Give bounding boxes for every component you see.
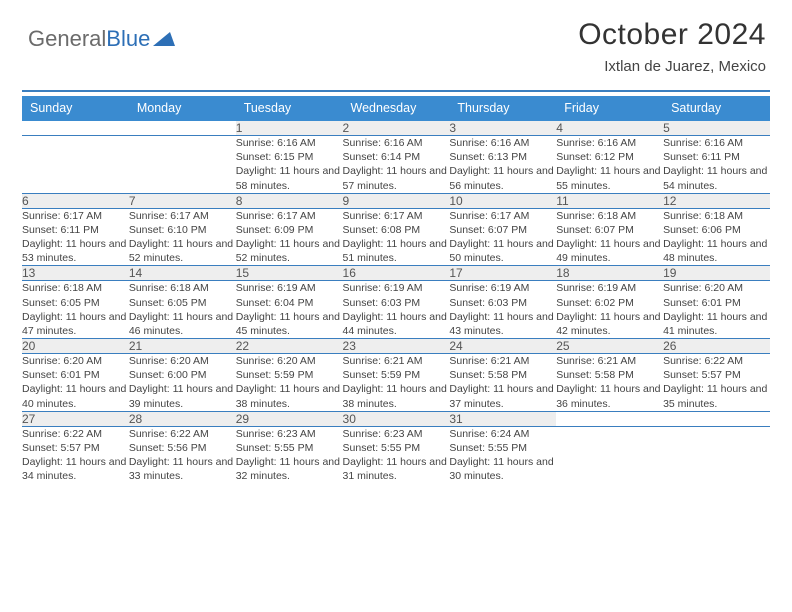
logo-triangle-icon — [153, 26, 175, 52]
day-header: Friday — [556, 96, 663, 121]
day-detail-cell: Sunrise: 6:23 AMSunset: 5:55 PMDaylight:… — [236, 426, 343, 483]
day-detail-cell: Sunrise: 6:19 AMSunset: 6:04 PMDaylight:… — [236, 281, 343, 339]
day-detail-cell: Sunrise: 6:19 AMSunset: 6:03 PMDaylight:… — [449, 281, 556, 339]
day-detail-cell: Sunrise: 6:17 AMSunset: 6:07 PMDaylight:… — [449, 208, 556, 266]
day-detail-cell: Sunrise: 6:17 AMSunset: 6:09 PMDaylight:… — [236, 208, 343, 266]
day-number-cell: 18 — [556, 266, 663, 281]
day-detail-cell: Sunrise: 6:18 AMSunset: 6:06 PMDaylight:… — [663, 208, 770, 266]
day-header: Monday — [129, 96, 236, 121]
day-number-cell: 14 — [129, 266, 236, 281]
day-detail-cell: Sunrise: 6:18 AMSunset: 6:05 PMDaylight:… — [22, 281, 129, 339]
day-detail-cell: Sunrise: 6:19 AMSunset: 6:02 PMDaylight:… — [556, 281, 663, 339]
day-detail-cell: Sunrise: 6:21 AMSunset: 5:58 PMDaylight:… — [556, 354, 663, 412]
location-label: Ixtlan de Juarez, Mexico — [578, 58, 766, 75]
day-number-cell: 12 — [663, 193, 770, 208]
day-number-cell: 26 — [663, 339, 770, 354]
day-number-cell: 16 — [343, 266, 450, 281]
day-number-cell — [663, 411, 770, 426]
day-number-cell — [556, 411, 663, 426]
header: GeneralBlue October 2024 Ixtlan de Juare… — [22, 18, 770, 88]
day-number-cell: 9 — [343, 193, 450, 208]
day-detail-cell: Sunrise: 6:17 AMSunset: 6:08 PMDaylight:… — [343, 208, 450, 266]
day-detail-cell — [129, 136, 236, 194]
day-number-cell: 6 — [22, 193, 129, 208]
day-number-cell: 27 — [22, 411, 129, 426]
day-detail-cell: Sunrise: 6:19 AMSunset: 6:03 PMDaylight:… — [343, 281, 450, 339]
day-number-cell: 17 — [449, 266, 556, 281]
day-detail-cell: Sunrise: 6:16 AMSunset: 6:15 PMDaylight:… — [236, 136, 343, 194]
header-divider — [22, 90, 770, 92]
day-header: Thursday — [449, 96, 556, 121]
day-detail-row: Sunrise: 6:18 AMSunset: 6:05 PMDaylight:… — [22, 281, 770, 339]
day-detail-cell: Sunrise: 6:21 AMSunset: 5:59 PMDaylight:… — [343, 354, 450, 412]
day-header: Wednesday — [343, 96, 450, 121]
day-number-row: 2728293031 — [22, 411, 770, 426]
day-number-cell: 2 — [343, 121, 450, 136]
day-detail-cell: Sunrise: 6:22 AMSunset: 5:57 PMDaylight:… — [663, 354, 770, 412]
day-number-cell: 8 — [236, 193, 343, 208]
calendar-body: 12345 Sunrise: 6:16 AMSunset: 6:15 PMDay… — [22, 121, 770, 483]
day-number-cell: 21 — [129, 339, 236, 354]
day-detail-cell: Sunrise: 6:24 AMSunset: 5:55 PMDaylight:… — [449, 426, 556, 483]
day-header: Saturday — [663, 96, 770, 121]
day-detail-cell: Sunrise: 6:20 AMSunset: 6:01 PMDaylight:… — [663, 281, 770, 339]
day-number-cell: 28 — [129, 411, 236, 426]
brand-part2: Blue — [106, 26, 150, 52]
day-number-cell: 24 — [449, 339, 556, 354]
day-detail-cell: Sunrise: 6:16 AMSunset: 6:14 PMDaylight:… — [343, 136, 450, 194]
month-title: October 2024 — [578, 18, 766, 52]
day-header-row: Sunday Monday Tuesday Wednesday Thursday… — [22, 96, 770, 121]
day-number-cell: 29 — [236, 411, 343, 426]
day-number-cell: 4 — [556, 121, 663, 136]
day-number-row: 12345 — [22, 121, 770, 136]
day-detail-cell: Sunrise: 6:18 AMSunset: 6:05 PMDaylight:… — [129, 281, 236, 339]
day-detail-cell — [22, 136, 129, 194]
day-number-cell: 15 — [236, 266, 343, 281]
day-detail-cell: Sunrise: 6:22 AMSunset: 5:56 PMDaylight:… — [129, 426, 236, 483]
day-number-cell: 10 — [449, 193, 556, 208]
day-number-cell: 25 — [556, 339, 663, 354]
day-detail-row: Sunrise: 6:20 AMSunset: 6:01 PMDaylight:… — [22, 354, 770, 412]
day-header: Sunday — [22, 96, 129, 121]
day-number-cell: 22 — [236, 339, 343, 354]
day-detail-cell: Sunrise: 6:17 AMSunset: 6:11 PMDaylight:… — [22, 208, 129, 266]
day-number-cell — [22, 121, 129, 136]
day-detail-cell: Sunrise: 6:16 AMSunset: 6:12 PMDaylight:… — [556, 136, 663, 194]
day-number-cell: 7 — [129, 193, 236, 208]
calendar-table: Sunday Monday Tuesday Wednesday Thursday… — [22, 96, 770, 483]
day-number-cell: 5 — [663, 121, 770, 136]
day-detail-cell: Sunrise: 6:22 AMSunset: 5:57 PMDaylight:… — [22, 426, 129, 483]
day-detail-cell: Sunrise: 6:20 AMSunset: 5:59 PMDaylight:… — [236, 354, 343, 412]
day-number-row: 6789101112 — [22, 193, 770, 208]
day-detail-cell: Sunrise: 6:16 AMSunset: 6:13 PMDaylight:… — [449, 136, 556, 194]
day-number-cell: 19 — [663, 266, 770, 281]
day-number-row: 20212223242526 — [22, 339, 770, 354]
day-number-cell: 1 — [236, 121, 343, 136]
day-number-cell — [129, 121, 236, 136]
day-detail-cell: Sunrise: 6:20 AMSunset: 6:01 PMDaylight:… — [22, 354, 129, 412]
day-detail-row: Sunrise: 6:22 AMSunset: 5:57 PMDaylight:… — [22, 426, 770, 483]
day-detail-cell: Sunrise: 6:21 AMSunset: 5:58 PMDaylight:… — [449, 354, 556, 412]
day-number-cell: 11 — [556, 193, 663, 208]
day-number-row: 13141516171819 — [22, 266, 770, 281]
day-header: Tuesday — [236, 96, 343, 121]
day-number-cell: 20 — [22, 339, 129, 354]
title-block: October 2024 Ixtlan de Juarez, Mexico — [578, 18, 766, 75]
day-detail-cell: Sunrise: 6:16 AMSunset: 6:11 PMDaylight:… — [663, 136, 770, 194]
day-detail-row: Sunrise: 6:17 AMSunset: 6:11 PMDaylight:… — [22, 208, 770, 266]
day-detail-row: Sunrise: 6:16 AMSunset: 6:15 PMDaylight:… — [22, 136, 770, 194]
day-detail-cell: Sunrise: 6:20 AMSunset: 6:00 PMDaylight:… — [129, 354, 236, 412]
day-number-cell: 31 — [449, 411, 556, 426]
day-detail-cell: Sunrise: 6:23 AMSunset: 5:55 PMDaylight:… — [343, 426, 450, 483]
day-detail-cell: Sunrise: 6:18 AMSunset: 6:07 PMDaylight:… — [556, 208, 663, 266]
day-number-cell: 23 — [343, 339, 450, 354]
day-number-cell: 13 — [22, 266, 129, 281]
day-detail-cell — [663, 426, 770, 483]
day-number-cell: 3 — [449, 121, 556, 136]
day-detail-cell: Sunrise: 6:17 AMSunset: 6:10 PMDaylight:… — [129, 208, 236, 266]
brand-logo: GeneralBlue — [28, 26, 175, 52]
day-number-cell: 30 — [343, 411, 450, 426]
day-detail-cell — [556, 426, 663, 483]
brand-part1: General — [28, 26, 106, 52]
